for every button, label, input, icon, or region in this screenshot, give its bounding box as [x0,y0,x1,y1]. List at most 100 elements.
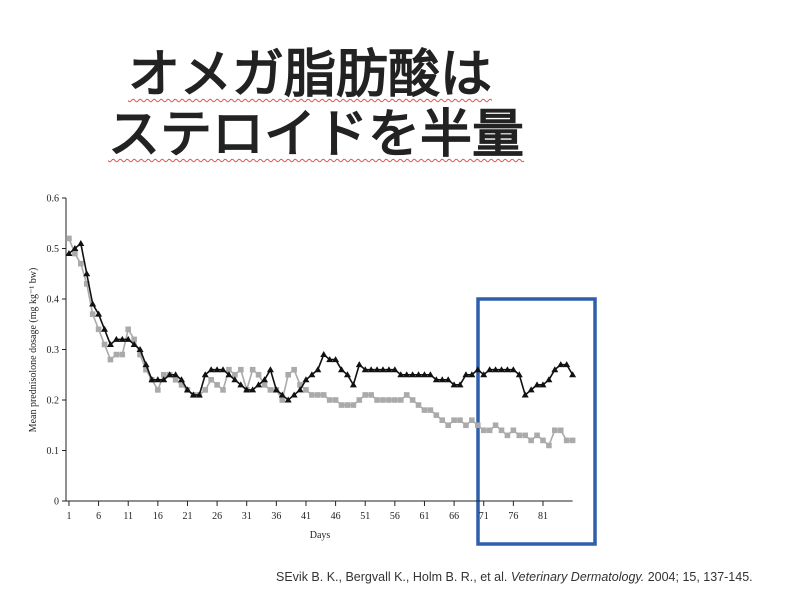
marker [551,366,559,373]
marker [480,427,487,434]
y-tick-label: 0.3 [47,345,60,356]
marker [474,422,481,429]
marker [403,371,411,378]
marker [350,402,357,408]
marker [534,432,540,439]
marker [356,397,363,403]
y-tick-label: 0.2 [47,396,60,407]
marker [386,397,392,403]
marker [457,417,463,423]
marker [195,391,203,398]
marker [349,381,357,388]
marker [444,376,452,383]
marker [504,432,511,439]
marker [469,417,475,423]
marker [154,376,162,383]
citation-details: 2004; 15, 137-145. [647,570,753,584]
marker [438,376,446,383]
marker [137,351,143,358]
y-tick-label: 0 [54,497,59,508]
marker [480,371,488,378]
x-tick-label: 61 [419,511,429,522]
marker [540,437,546,444]
marker [309,392,315,398]
marker [113,351,120,358]
marker [509,366,517,373]
marker [249,366,256,373]
marker [545,376,553,383]
x-tick-label: 51 [360,511,370,522]
marker [83,281,90,287]
marker [379,366,387,373]
marker [344,402,351,408]
marker [569,437,576,444]
x-tick-label: 11 [123,511,133,522]
y-tick-label: 0.4 [47,295,60,306]
marker [451,417,457,423]
marker [368,392,374,398]
marker [474,366,482,373]
y-axis-label: Mean prednisolone dosage (mg kg⁻¹ bw) [28,268,39,433]
marker [415,402,422,408]
marker [291,366,297,373]
marker [539,381,547,388]
marker [95,326,102,333]
marker [409,371,417,378]
slide-title: ステロイドを半量 [107,105,524,165]
marker [130,340,138,347]
marker [207,366,215,373]
marker [445,422,451,429]
marker [143,366,149,373]
marker [136,346,144,352]
marker [427,407,434,413]
marker [125,326,132,333]
highlight-box [476,297,597,546]
x-tick-label: 76 [508,511,518,522]
marker [392,397,398,403]
x-tick-label: 81 [538,511,548,522]
marker [72,250,78,257]
marker [528,437,534,444]
marker [433,412,440,418]
x-tick-label: 36 [271,511,281,522]
marker [297,382,303,388]
marker [492,422,499,429]
marker [77,239,85,246]
marker [338,366,346,373]
x-tick-label: 21 [182,511,192,522]
x-tick-label: 1 [66,511,71,522]
marker [178,382,185,388]
marker [320,392,327,398]
marker [403,392,410,398]
marker [131,336,137,343]
marker [106,340,114,347]
marker [315,392,321,398]
marker [462,371,470,378]
x-axis-label: Days [310,530,331,541]
marker [231,376,239,383]
marker [421,407,428,413]
marker [83,270,91,277]
marker [332,397,339,403]
marker [65,250,73,257]
marker [557,427,564,434]
marker [362,392,369,398]
marker [563,361,571,368]
marker [118,335,126,342]
marker [397,371,405,378]
marker [267,387,274,393]
marker [166,371,174,378]
x-tick-label: 66 [449,511,459,522]
marker [332,356,340,363]
marker [527,386,535,393]
marker [95,310,103,317]
marker [420,371,428,378]
series-line [68,241,574,402]
marker [522,432,528,439]
marker [367,366,375,373]
marker [439,417,446,423]
marker [516,432,523,439]
marker [563,437,570,444]
marker [255,381,263,388]
